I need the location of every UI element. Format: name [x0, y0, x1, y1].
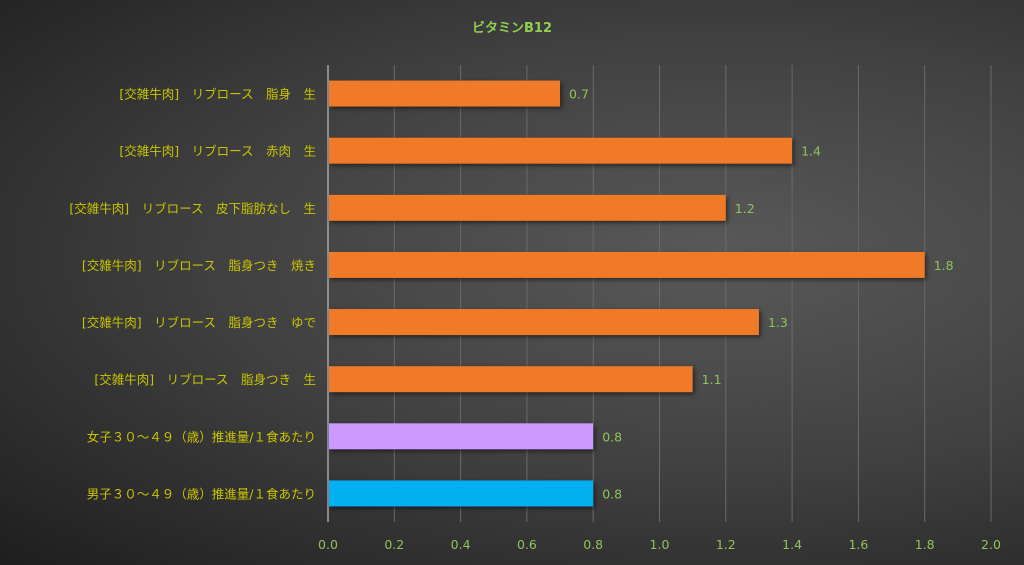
category-label: 女子３０～４９（歳）推進量/１食あたり: [87, 429, 316, 444]
category-label: [交雑牛肉] リブロース 脂身つき 焼き: [82, 258, 316, 273]
x-tick-label: 2.0: [981, 537, 1001, 552]
category-label: [交雑牛肉] リブロース 脂身つき ゆで: [82, 315, 316, 330]
x-tick-label: 0.4: [451, 537, 471, 552]
data-label: 0.7: [569, 87, 589, 102]
data-label: 0.8: [602, 429, 622, 444]
category-label: 男子３０～４９（歳）推進量/１食あたり: [87, 486, 316, 501]
data-label: 1.2: [735, 201, 755, 216]
x-tick-label: 1.0: [650, 537, 670, 552]
category-label: [交雑牛肉] リブロース 皮下脂肪なし 生: [69, 201, 316, 216]
category-label: [交雑牛肉] リブロース 脂身つき 生: [94, 372, 316, 387]
x-tick-label: 0.0: [318, 537, 338, 552]
bar: [329, 309, 759, 336]
category-label: [交雑牛肉] リブロース 赤肉 生: [119, 144, 316, 159]
bar: [329, 194, 726, 221]
chart-title: ビタミンB12: [472, 20, 552, 36]
category-label: [交雑牛肉] リブロース 脂身 生: [119, 87, 316, 102]
x-tick-label: 1.8: [915, 537, 935, 552]
bar: [329, 137, 793, 164]
bar: [329, 80, 561, 107]
data-label: 1.3: [768, 315, 788, 330]
bar: [329, 423, 594, 450]
bar: [329, 251, 925, 278]
data-label: 1.1: [702, 372, 722, 387]
x-tick-label: 1.2: [716, 537, 736, 552]
x-tick-label: 0.2: [384, 537, 404, 552]
data-label: 1.8: [934, 258, 954, 273]
x-tick-label: 1.4: [782, 537, 802, 552]
bar: [329, 366, 693, 393]
x-tick-label: 0.6: [517, 537, 537, 552]
bar: [329, 480, 594, 507]
x-tick-label: 0.8: [583, 537, 603, 552]
data-label: 0.8: [602, 486, 622, 501]
x-tick-label: 1.6: [848, 537, 868, 552]
data-label: 1.4: [801, 144, 821, 159]
